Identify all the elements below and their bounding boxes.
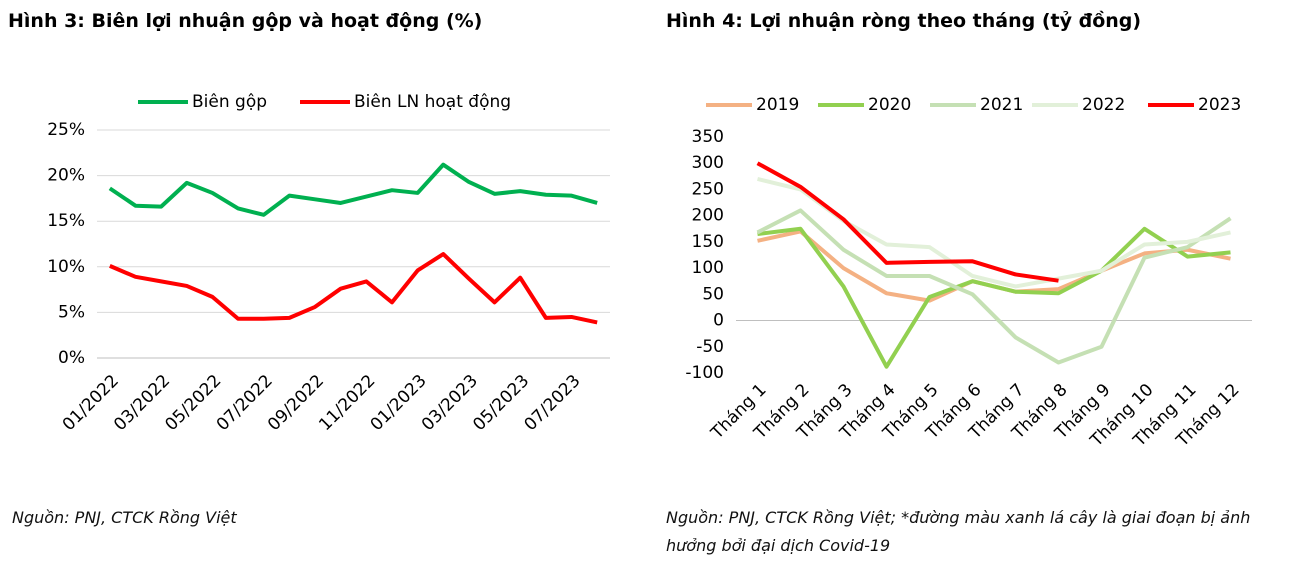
y-tick-label: 200 (692, 206, 724, 226)
series-line (756, 161, 1059, 283)
series-line (109, 252, 598, 325)
legend-label: Biên gộp (192, 92, 267, 112)
y-tick-label: 5% (58, 302, 85, 322)
series-line (757, 226, 1231, 369)
y-tick-label: -50 (696, 337, 724, 357)
y-tick-label: 20% (47, 166, 85, 186)
y-tick-label: -100 (685, 363, 724, 383)
x-tick-label: 07/2023 (521, 371, 585, 435)
y-tick-label: 150 (692, 232, 724, 252)
y-tick-label: 300 (692, 153, 724, 173)
y-tick-label: 25% (47, 120, 85, 140)
y-tick-label: 15% (47, 211, 85, 231)
legend-label: 2019 (756, 95, 799, 115)
y-tick-label: 50 (702, 284, 724, 304)
y-tick-label: 0 (713, 311, 724, 331)
y-tick-label: 10% (47, 257, 85, 277)
source-note: Nguồn: PNJ, CTCK Rồng Việt (12, 508, 237, 527)
legend-label: 2023 (1198, 95, 1241, 115)
legend-label: 2022 (1082, 95, 1125, 115)
legend-label: 2020 (868, 95, 911, 115)
chart-title: Hình 3: Biên lợi nhuận gộp và hoạt động … (8, 10, 483, 32)
source-note: Nguồn: PNJ, CTCK Rồng Việt; *đường màu x… (666, 508, 1251, 555)
y-tick-label: 100 (692, 258, 724, 278)
series-line (757, 177, 1231, 289)
y-tick-label: 0% (58, 348, 85, 368)
chart-title: Hình 4: Lợi nhuận ròng theo tháng (tỷ đồ… (666, 10, 1142, 32)
y-tick-label: 250 (692, 179, 724, 199)
series-line (108, 162, 598, 217)
series-line (756, 208, 1232, 365)
y-tick-label: 350 (692, 127, 724, 147)
legend-label: 2021 (980, 95, 1023, 115)
legend-label: Biên LN hoạt động (354, 92, 511, 112)
